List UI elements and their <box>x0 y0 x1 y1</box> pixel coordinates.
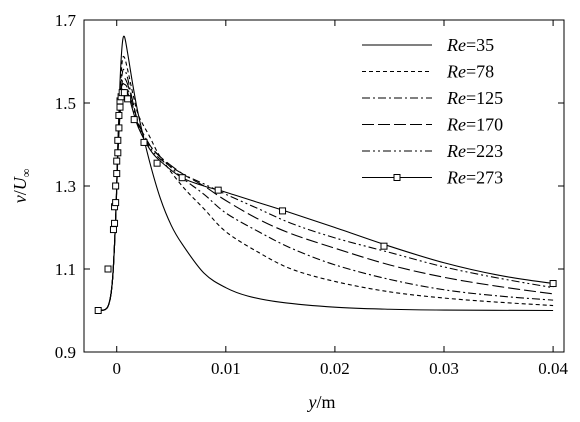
x-axis-title: y/m <box>306 392 335 412</box>
y-tick-label: 0.9 <box>55 343 76 362</box>
y-tick-label: 1.1 <box>55 260 76 279</box>
marker-re-273 <box>116 103 124 111</box>
marker-re-273 <box>114 149 122 157</box>
marker-re-273 <box>115 111 123 119</box>
marker-re-273 <box>120 89 128 97</box>
marker-re-273 <box>214 186 222 194</box>
y-tick-label: 1.7 <box>55 11 77 30</box>
marker-re-273 <box>113 170 121 178</box>
marker-re-273 <box>94 307 102 314</box>
marker-re-273 <box>104 265 112 273</box>
marker-re-273 <box>130 116 138 124</box>
marker-re-273 <box>115 124 123 132</box>
marker-re-273 <box>178 174 186 182</box>
y-tick-label: 1.3 <box>55 177 76 196</box>
series-line-re-223 <box>100 82 554 312</box>
marker-re-273 <box>114 136 122 144</box>
series-line-re-170 <box>100 77 554 312</box>
marker-re-273 <box>109 226 117 234</box>
legend-marker <box>393 174 401 181</box>
marker-re-273 <box>111 219 119 227</box>
legend-label: Re=78 <box>446 62 494 82</box>
marker-re-273 <box>380 242 388 250</box>
y-tick-label: 1.5 <box>55 94 76 113</box>
marker-re-273 <box>112 182 120 190</box>
marker-re-273 <box>112 199 120 207</box>
x-tick-label: 0.04 <box>538 359 568 378</box>
marker-re-273 <box>279 207 287 215</box>
legend-label: Re=125 <box>446 88 503 108</box>
marker-re-273 <box>124 95 132 103</box>
legend-label: Re=273 <box>446 168 503 188</box>
x-tick-label: 0.02 <box>320 359 350 378</box>
marker-re-273 <box>549 280 557 288</box>
legend: Re=35 Re=78 Re=125 Re=170 Re=223 Re=273 <box>362 35 503 188</box>
x-tick-label: 0.01 <box>211 359 241 378</box>
x-tick-label: 0 <box>112 359 121 378</box>
x-tick-label: 0.03 <box>429 359 459 378</box>
marker-re-273 <box>153 159 161 167</box>
legend-label: Re=223 <box>446 141 503 161</box>
axis-ticks: 0 0.01 0.02 0.03 0.04 0.9 1.1 1.3 1.5 1.7 <box>55 11 569 378</box>
marker-re-273 <box>113 157 121 165</box>
series-layer <box>94 35 557 314</box>
legend-label: Re=35 <box>446 35 494 55</box>
marker-re-273 <box>140 138 148 146</box>
y-axis-title: v/U∞ <box>10 169 33 204</box>
legend-label: Re=170 <box>446 115 503 135</box>
